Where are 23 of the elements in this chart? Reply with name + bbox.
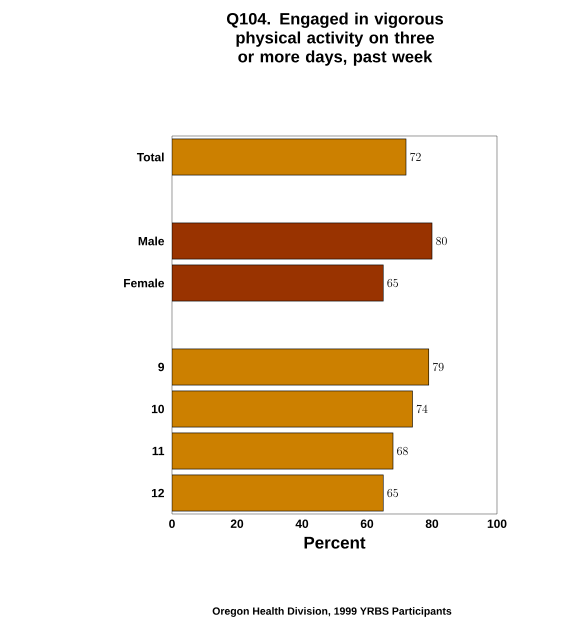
chart-title: Q104. Engaged in vigorous physical activity on three or more days, past week [226, 12, 444, 66]
data-label: 72 [410, 152, 421, 162]
y-tick-label: 9 [158, 362, 164, 372]
data-label: 79 [433, 362, 444, 372]
x-tick-label: 60 [360, 520, 374, 528]
y-tick-label: Male [138, 236, 164, 246]
data-label: 80 [436, 236, 447, 246]
y-tick-label: Female [124, 278, 164, 288]
x-tick-label: 100 [488, 520, 506, 528]
x-axis-title: Percent [304, 536, 366, 549]
x-tick-label: 0 [169, 520, 175, 528]
data-label: 74 [416, 404, 428, 414]
y-tick-label: Total [136, 152, 164, 162]
x-tick-label: 80 [426, 520, 438, 528]
data-label: 65 [387, 488, 398, 498]
x-tick-label: 20 [230, 520, 244, 528]
text: Oregon Health Division, 1999 YRBS Participants [212, 607, 452, 617]
y-tick-label: 11 [152, 446, 164, 456]
x-tick-label: 40 [296, 520, 308, 528]
data-label: 68 [397, 446, 408, 456]
data-label: 65 [387, 278, 398, 288]
y-tick-label: 10 [152, 404, 164, 414]
y-tick-label: 12 [152, 488, 164, 498]
